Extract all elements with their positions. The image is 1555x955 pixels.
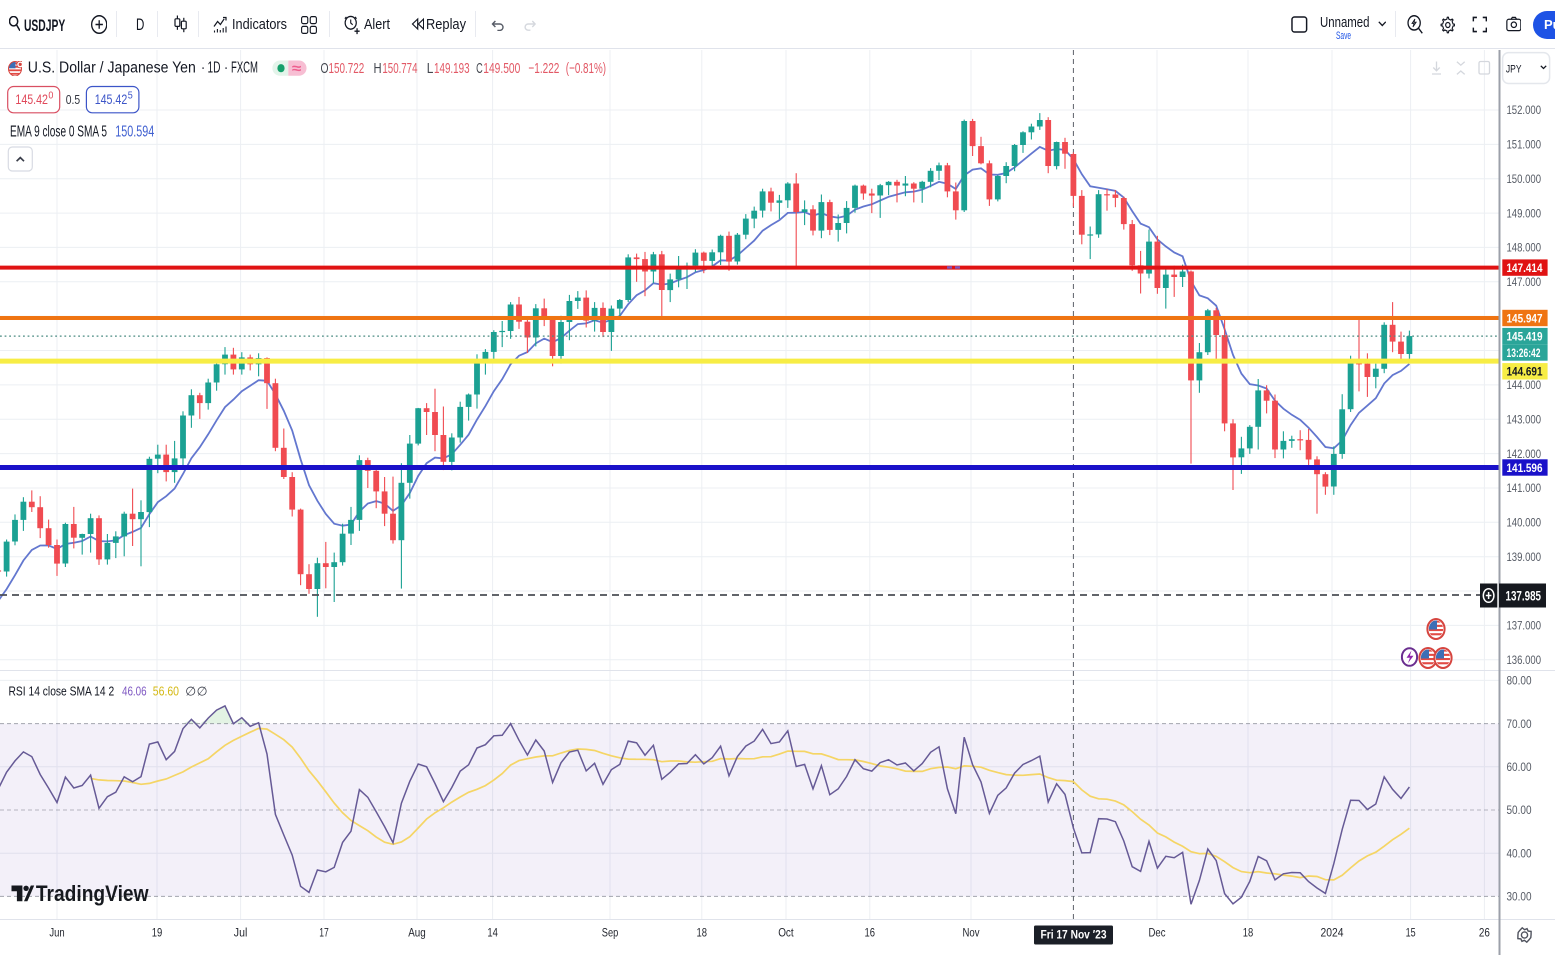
svg-text:80.00: 80.00 [1507,674,1532,688]
svg-text:149.500: 149.500 [483,60,520,77]
svg-text:149.000: 149.000 [1507,206,1542,220]
svg-text:Jul: Jul [234,926,248,940]
svg-text:19: 19 [152,926,163,940]
svg-text:TradingView: TradingView [36,881,149,906]
svg-text:H: H [374,60,382,77]
svg-text:Oct: Oct [778,926,794,940]
svg-text:46.06: 46.06 [122,684,147,698]
svg-text:EMA 9 close 0 SMA 5: EMA 9 close 0 SMA 5 [10,123,107,140]
svg-text:152.000: 152.000 [1507,103,1542,117]
svg-text:C: C [476,60,483,77]
svg-text:RSI 14 close SMA 14 2: RSI 14 close SMA 14 2 [9,684,115,698]
svg-text:150.594: 150.594 [115,123,154,140]
svg-text:140.000: 140.000 [1507,516,1542,530]
svg-text:149.193: 149.193 [434,60,470,77]
svg-text:144.000: 144.000 [1507,378,1542,392]
svg-text:∅: ∅ [185,684,196,698]
svg-text:L: L [427,60,434,77]
svg-text:70.00: 70.00 [1507,717,1532,731]
svg-text:Nov: Nov [963,926,981,940]
svg-text:O: O [321,60,329,77]
svg-text:13:26:42: 13:26:42 [1507,347,1541,360]
svg-text:1D: 1D [208,60,221,77]
svg-text:136.000: 136.000 [1507,653,1542,667]
svg-text:145.42: 145.42 [95,92,128,107]
svg-text:2024: 2024 [1321,926,1344,940]
svg-text:16: 16 [865,926,876,940]
svg-text:148.000: 148.000 [1507,241,1542,255]
svg-text:56.60: 56.60 [153,684,179,698]
svg-text:·: · [224,60,229,77]
svg-text:150.722: 150.722 [329,60,365,77]
svg-text:0: 0 [48,91,53,102]
svg-text:≈: ≈ [292,60,302,76]
svg-text:Fri 17 Nov ′23: Fri 17 Nov ′23 [1041,927,1107,941]
svg-text:5: 5 [128,91,133,102]
svg-text:30.00: 30.00 [1507,890,1532,904]
svg-text:17: 17 [319,926,329,940]
svg-text:144.691: 144.691 [1507,365,1543,379]
svg-text:151.000: 151.000 [1507,138,1542,152]
svg-text:150.774: 150.774 [382,60,417,77]
svg-text:Aug: Aug [408,926,426,940]
svg-text:18: 18 [1243,926,1254,940]
svg-text:JPY: JPY [1506,64,1522,76]
svg-text:(−0.81%): (−0.81%) [566,60,606,77]
svg-text:14: 14 [487,926,498,940]
svg-text:137.985: 137.985 [1506,587,1542,603]
svg-text:26: 26 [1479,926,1490,940]
svg-text:145.42: 145.42 [15,92,48,107]
svg-text:60.00: 60.00 [1507,760,1532,774]
svg-text:15: 15 [1406,926,1416,940]
svg-text:18: 18 [697,926,708,940]
svg-text:∅: ∅ [197,684,208,698]
svg-text:Dec: Dec [1149,926,1166,940]
svg-text:143.000: 143.000 [1507,412,1542,426]
svg-text:U.S. Dollar / Japanese Yen: U.S. Dollar / Japanese Yen [28,60,196,77]
svg-text:141.596: 141.596 [1507,461,1543,475]
svg-text:0.5: 0.5 [66,93,80,107]
svg-text:Sep: Sep [602,926,619,940]
svg-text:142.000: 142.000 [1507,447,1542,461]
svg-text:145.419: 145.419 [1507,330,1543,344]
svg-text:−1.222: −1.222 [528,60,559,77]
svg-text:·: · [201,60,206,77]
svg-text:40.00: 40.00 [1507,846,1532,860]
svg-text:147.000: 147.000 [1507,275,1542,289]
svg-text:141.000: 141.000 [1507,481,1542,495]
svg-text:139.000: 139.000 [1507,550,1542,564]
svg-text:50.00: 50.00 [1507,803,1532,817]
svg-text:147.414: 147.414 [1507,261,1543,275]
svg-text:137.000: 137.000 [1507,619,1542,633]
svg-text:FXCM: FXCM [231,60,258,77]
svg-text:150.000: 150.000 [1507,172,1542,186]
svg-text:145.947: 145.947 [1507,311,1543,325]
svg-text:Jun: Jun [49,926,64,940]
